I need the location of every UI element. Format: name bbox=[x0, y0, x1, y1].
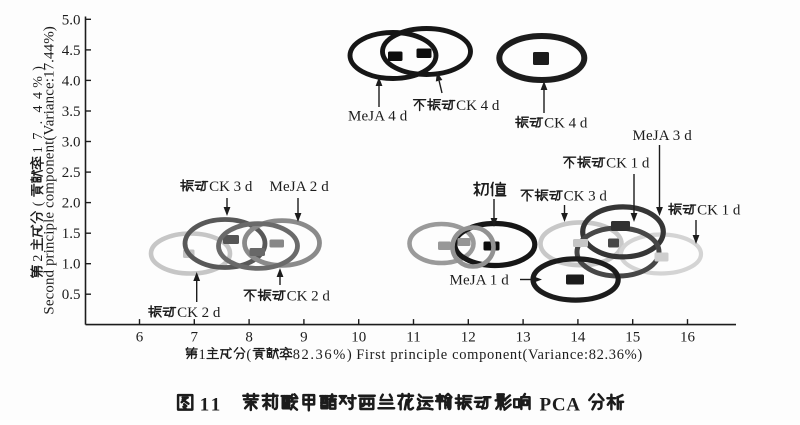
svg-text:7: 7 bbox=[191, 330, 199, 346]
svg-text:13: 13 bbox=[516, 330, 531, 346]
svg-text:CK 2 d: CK 2 d bbox=[177, 305, 221, 321]
svg-text:4: 4 bbox=[31, 106, 46, 113]
svg-text:1: 1 bbox=[31, 146, 46, 153]
svg-text:0.5: 0.5 bbox=[62, 287, 81, 303]
svg-text:CK 1 d: CK 1 d bbox=[697, 203, 741, 219]
svg-text:MeJA 1 d: MeJA 1 d bbox=[450, 273, 510, 289]
svg-text:1.5: 1.5 bbox=[62, 226, 81, 242]
svg-text:CK 2 d: CK 2 d bbox=[287, 289, 331, 305]
svg-text:3.0: 3.0 bbox=[62, 135, 81, 151]
svg-text:2.5: 2.5 bbox=[62, 165, 81, 181]
svg-text:Second principle component(Var: Second principle component(Variance:17.4… bbox=[42, 26, 58, 314]
svg-text:MeJA 3 d: MeJA 3 d bbox=[633, 128, 693, 144]
svg-text:CK 1 d: CK 1 d bbox=[606, 156, 650, 172]
svg-text:%: % bbox=[31, 76, 46, 88]
svg-text:4: 4 bbox=[31, 92, 46, 99]
svg-text:1.0: 1.0 bbox=[62, 257, 81, 273]
svg-text:82.36%): 82.36%) bbox=[293, 347, 352, 363]
svg-text:14: 14 bbox=[570, 330, 586, 346]
svg-text:4.0: 4.0 bbox=[62, 73, 81, 89]
svg-text:4.5: 4.5 bbox=[62, 43, 81, 59]
svg-text:.: . bbox=[31, 121, 46, 125]
svg-text:15: 15 bbox=[625, 330, 640, 346]
svg-text:5.0: 5.0 bbox=[62, 12, 81, 28]
svg-text:11: 11 bbox=[200, 394, 221, 415]
svg-text:11: 11 bbox=[406, 330, 420, 346]
svg-text:CK 4 d: CK 4 d bbox=[544, 116, 588, 132]
svg-text:(: ( bbox=[246, 347, 251, 363]
svg-text:7: 7 bbox=[31, 133, 46, 140]
svg-text:CK 4 d: CK 4 d bbox=[456, 98, 500, 114]
svg-text:): ) bbox=[31, 66, 46, 71]
svg-text:MeJA 2 d: MeJA 2 d bbox=[270, 179, 330, 195]
svg-text:2: 2 bbox=[31, 255, 46, 262]
svg-text:9: 9 bbox=[300, 330, 308, 346]
svg-text:PCA: PCA bbox=[540, 394, 581, 415]
svg-text:2.0: 2.0 bbox=[62, 196, 81, 212]
svg-text:CK 3 d: CK 3 d bbox=[564, 189, 608, 205]
svg-text:(: ( bbox=[31, 201, 46, 206]
svg-text:1: 1 bbox=[199, 347, 206, 363]
svg-text:CK 3 d: CK 3 d bbox=[209, 179, 253, 195]
svg-text:8: 8 bbox=[245, 330, 253, 346]
svg-text:3.5: 3.5 bbox=[62, 104, 81, 120]
svg-text:First principle component(Vari: First principle component(Variance:82.36… bbox=[356, 347, 642, 363]
svg-text:12: 12 bbox=[461, 330, 476, 346]
svg-text:10: 10 bbox=[351, 330, 366, 346]
svg-text:6: 6 bbox=[136, 330, 144, 346]
svg-text:MeJA 4 d: MeJA 4 d bbox=[348, 109, 408, 125]
svg-text:16: 16 bbox=[680, 330, 696, 346]
